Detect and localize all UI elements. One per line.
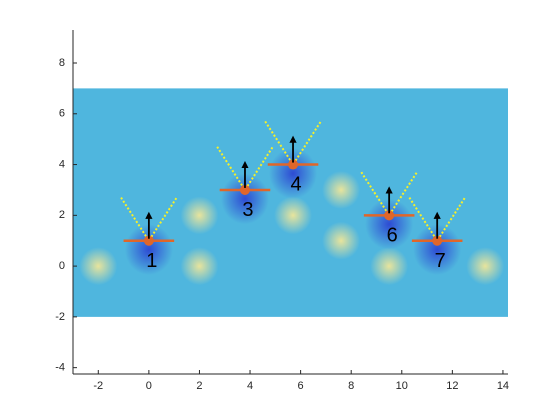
robot-halo — [220, 173, 270, 225]
robot-label: 6 — [387, 224, 398, 246]
robot — [384, 210, 395, 221]
x-tick-label: 14 — [497, 380, 509, 392]
robot — [143, 235, 154, 246]
plot-area: 1 3 4 6 7 — [73, 88, 508, 317]
sensor-cone — [120, 197, 178, 243]
x-tick-label: 0 — [146, 380, 152, 392]
robot-label: 4 — [290, 174, 301, 196]
source — [274, 196, 312, 235]
sensor-cone — [264, 120, 322, 167]
robot-label: 7 — [435, 250, 446, 272]
y-tick-label: 0 — [59, 260, 65, 272]
y-tick-label: -2 — [55, 311, 65, 323]
robot-halo — [124, 224, 173, 275]
source — [180, 247, 219, 286]
source — [322, 221, 361, 260]
source — [466, 247, 505, 286]
robot-halo — [365, 198, 414, 250]
x-tick-label: 12 — [446, 380, 458, 392]
sensor-cone — [216, 146, 274, 192]
robot — [432, 235, 443, 246]
x-tick-label: 10 — [396, 380, 408, 392]
x-tick-label: 6 — [298, 380, 304, 392]
robot-label: 3 — [242, 199, 253, 221]
x-tick-label: 8 — [348, 380, 354, 392]
x-tick-label: -2 — [93, 380, 103, 392]
robot — [288, 159, 299, 170]
robot-halo — [269, 148, 318, 199]
y-tick-label: -4 — [55, 362, 65, 374]
source — [180, 196, 219, 235]
source — [322, 170, 361, 209]
x-tick-label: 4 — [247, 380, 253, 392]
x-tick-label: 2 — [196, 380, 202, 392]
robot — [239, 184, 250, 195]
robot-label: 1 — [146, 250, 157, 272]
sensor-cone — [360, 171, 418, 218]
y-tick-label: 2 — [59, 209, 65, 221]
y-tick-label: 4 — [59, 158, 65, 170]
y-tick-label: 8 — [59, 57, 65, 69]
source — [370, 247, 409, 286]
y-tick-label: 6 — [59, 108, 65, 120]
robot-halo — [413, 224, 462, 275]
source — [79, 247, 118, 286]
sensor-cone — [408, 197, 466, 243]
